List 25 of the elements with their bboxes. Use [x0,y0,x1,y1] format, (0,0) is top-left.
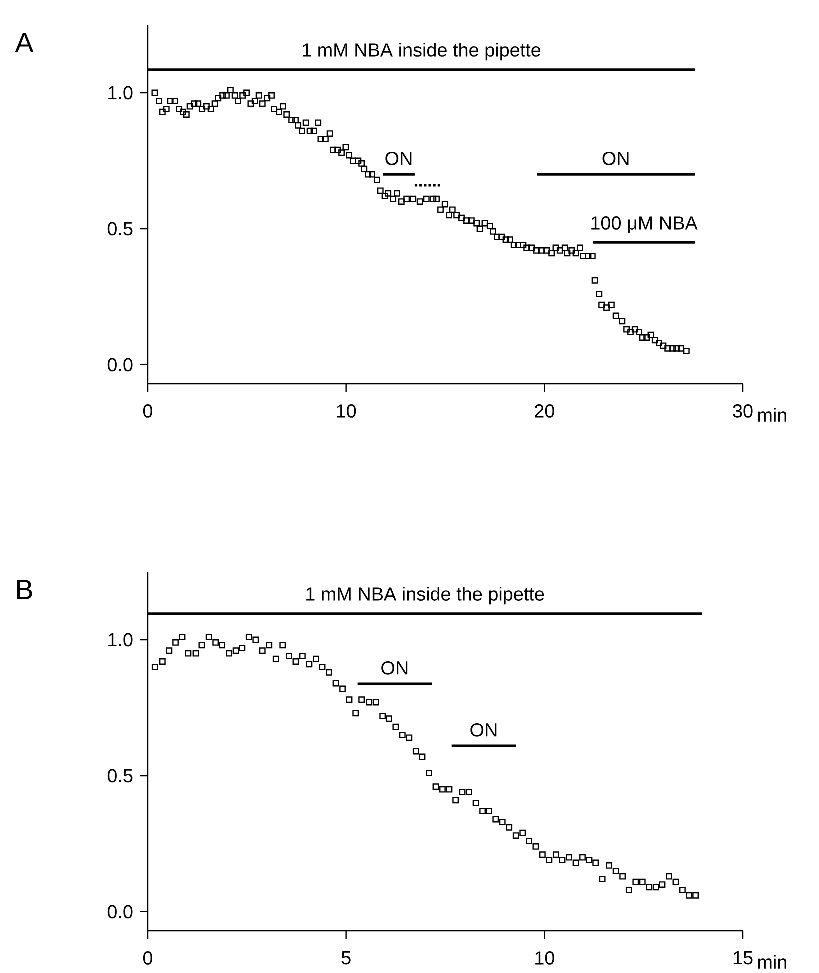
chart-title: B [17,580,32,600]
series-label: ON [470,723,497,737]
x-tick-label: 10 [337,404,356,418]
x-tick-label: 30 [733,404,753,418]
series-label: 100 μM NBA [592,216,698,234]
series-label: 1 mM NBA inside the pipette [303,43,541,61]
y-tick-label: 0.5 [108,769,133,783]
y-tick-label: 1.0 [108,86,133,100]
x-tick-label: 5 [342,952,351,965]
chart-title: A [15,33,34,52]
y-tick-label: 1.0 [108,633,133,647]
series-label: ON [382,661,408,675]
series-label: ON [602,152,629,166]
x-axis-title: min [758,408,786,422]
x-tick-label: 15 [734,952,753,965]
x-tick-label: 20 [535,404,554,418]
series-label: ON [386,152,412,166]
x-axis-title: min [758,955,786,969]
series-label: 1 mM NBA inside the pipette [306,587,544,605]
y-tick-label: 0.5 [108,222,133,236]
y-tick-label: 0.0 [108,358,133,372]
x-tick-label: 0 [143,404,153,418]
x-tick-label: 0 [143,952,153,965]
y-tick-label: 0.0 [108,905,133,919]
x-tick-label: 10 [536,952,554,965]
